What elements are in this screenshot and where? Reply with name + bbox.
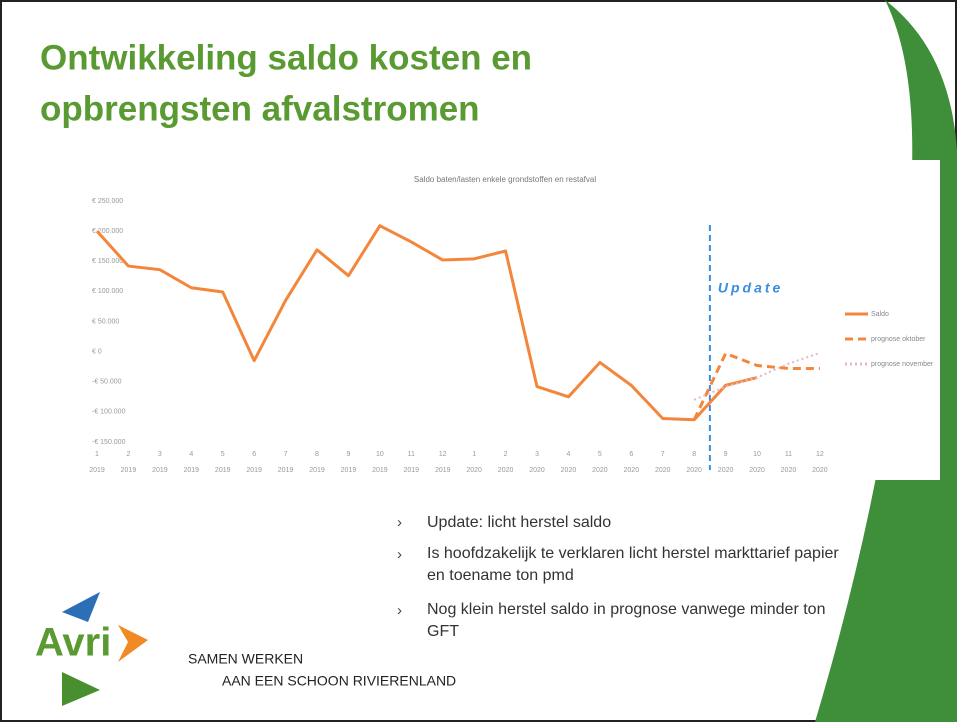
logo: Avri SAMEN WERKEN AAN EEN SCHOON RIVIERE… xyxy=(35,592,456,706)
y-tick-label: -€ 150.000 xyxy=(92,439,126,446)
bullet: Nog klein herstel saldo in prognose vanw… xyxy=(427,601,826,640)
bullet-wrap: Nog klein herstel saldo in prognose vanw… xyxy=(427,601,826,640)
x-tick-label: 6 2019 xyxy=(246,451,262,474)
y-tick-label: € 0 xyxy=(92,348,102,355)
y-tick-label: € 50.000 xyxy=(92,318,119,325)
legend-label: prognose oktober xyxy=(871,336,926,343)
series-line xyxy=(692,351,820,421)
x-tick-label: 4 2019 xyxy=(184,451,200,474)
x-tick-label: 2 2020 xyxy=(498,451,514,474)
bullet: Is hoofdzakelijk te verklaren licht hers… xyxy=(427,545,839,584)
x-tick-label: 9 2019 xyxy=(341,451,357,474)
x-tick-label: 8 2019 xyxy=(309,451,325,474)
logo-shape xyxy=(118,625,148,662)
bullets: › Update: licht herstel saldo › Is hoofd… xyxy=(397,514,839,640)
x-tick-label: 7 2019 xyxy=(278,451,294,474)
x-tick-label: 12 2020 xyxy=(812,451,828,474)
x-tick-label: 11 2019 xyxy=(404,451,420,474)
series-line xyxy=(693,351,821,401)
x-tick-label: 6 2020 xyxy=(624,451,640,474)
slide-title: opbrengsten afvalstromen xyxy=(40,89,480,128)
x-tick-label: 12 2019 xyxy=(435,451,451,474)
x-tick-label: 9 2020 xyxy=(718,451,734,474)
chart-title: Saldo baten/lasten enkele grondstoffen e… xyxy=(414,175,596,184)
y-tick-label: -€ 100.000 xyxy=(92,409,126,416)
series-line xyxy=(95,224,758,422)
bullet-marker: › xyxy=(397,546,402,563)
legend-label: Saldo xyxy=(871,311,889,318)
bullet-marker: › xyxy=(397,602,402,619)
slide-title: Ontwikkeling saldo kosten en xyxy=(40,38,532,77)
x-tick-label: 3 2020 xyxy=(529,451,545,474)
bullet-marker: › xyxy=(397,514,402,531)
x-tick-label: 5 2019 xyxy=(215,451,231,474)
x-tick-label: 10 2020 xyxy=(749,451,765,474)
bullet: Update: licht herstel saldo xyxy=(427,514,611,531)
logo-shape xyxy=(62,672,100,706)
tagline: AAN EEN SCHOON RIVIERENLAND xyxy=(222,673,456,689)
x-tick-label: 11 2020 xyxy=(781,451,797,474)
legend-label: prognose november xyxy=(871,361,934,368)
x-tick-label: 7 2020 xyxy=(655,451,671,474)
y-tick-label: € 100.000 xyxy=(92,288,123,295)
x-tick-label: 1 2019 xyxy=(89,451,105,474)
y-tick-label: € 200.000 xyxy=(92,228,123,235)
annotation: Update xyxy=(718,280,783,296)
x-tick-label: 2 2019 xyxy=(121,451,137,474)
x-tick-label: 10 2019 xyxy=(372,451,388,474)
x-tick-label: 5 2020 xyxy=(592,451,608,474)
logo-shape xyxy=(62,592,100,622)
y-tick-label: -€ 50.000 xyxy=(92,379,122,386)
tagline: SAMEN WERKEN xyxy=(188,651,303,667)
y-tick-label: € 250.000 xyxy=(92,198,123,205)
bullet-wrap: Is hoofdzakelijk te verklaren licht hers… xyxy=(427,545,839,584)
chart-area xyxy=(88,160,940,480)
x-tick-label: 3 2019 xyxy=(152,451,168,474)
y-tick-label: € 150.000 xyxy=(92,258,123,265)
logo-text: Avri xyxy=(35,621,111,665)
x-tick-label: 4 2020 xyxy=(561,451,577,474)
x-tick-label: 8 2020 xyxy=(686,451,702,474)
x-tick-label: 1 2020 xyxy=(466,451,482,474)
